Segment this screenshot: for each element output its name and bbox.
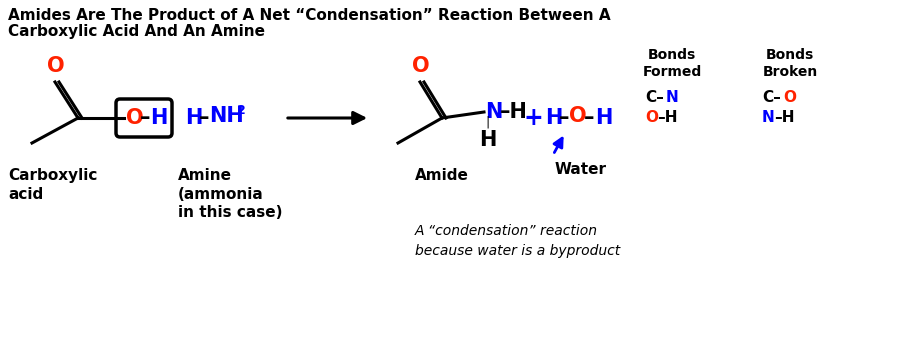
Text: N: N <box>665 90 678 105</box>
Text: H: H <box>185 108 202 128</box>
Text: 2: 2 <box>237 104 245 117</box>
Text: N: N <box>761 110 774 125</box>
Text: O: O <box>412 56 429 76</box>
Text: +: + <box>524 106 543 130</box>
Text: Amide: Amide <box>414 168 469 183</box>
Text: O: O <box>644 110 657 125</box>
Text: –: – <box>140 108 151 128</box>
Text: –: – <box>559 108 569 128</box>
Text: |: | <box>485 116 490 129</box>
Text: –: – <box>199 108 210 128</box>
Text: N: N <box>484 102 502 122</box>
Text: A “condensation” reaction
because water is a byproduct: A “condensation” reaction because water … <box>414 224 619 258</box>
Text: –H: –H <box>773 110 794 125</box>
Text: –H: –H <box>656 110 676 125</box>
Text: Bonds
Broken: Bonds Broken <box>762 48 817 79</box>
Text: H: H <box>595 108 612 128</box>
Text: –H: –H <box>499 102 528 122</box>
Text: Bonds
Formed: Bonds Formed <box>641 48 701 79</box>
Text: Carboxylic Acid And An Amine: Carboxylic Acid And An Amine <box>8 24 265 39</box>
Text: O: O <box>782 90 795 105</box>
Text: NH: NH <box>209 106 244 126</box>
Text: Carboxylic
acid: Carboxylic acid <box>8 168 97 201</box>
Text: O: O <box>568 106 586 126</box>
Text: Amides Are The Product of A Net “Condensation” Reaction Between A: Amides Are The Product of A Net “Condens… <box>8 8 610 23</box>
Text: O: O <box>126 108 143 128</box>
Text: –: – <box>584 108 594 128</box>
Text: C–: C– <box>644 90 664 105</box>
Text: H: H <box>544 108 562 128</box>
Text: Water: Water <box>554 162 607 177</box>
Text: C–: C– <box>761 90 780 105</box>
Text: O: O <box>47 56 64 76</box>
Text: H: H <box>479 130 496 150</box>
Text: Amine
(ammonia
in this case): Amine (ammonia in this case) <box>177 168 282 220</box>
Text: H: H <box>150 108 167 128</box>
